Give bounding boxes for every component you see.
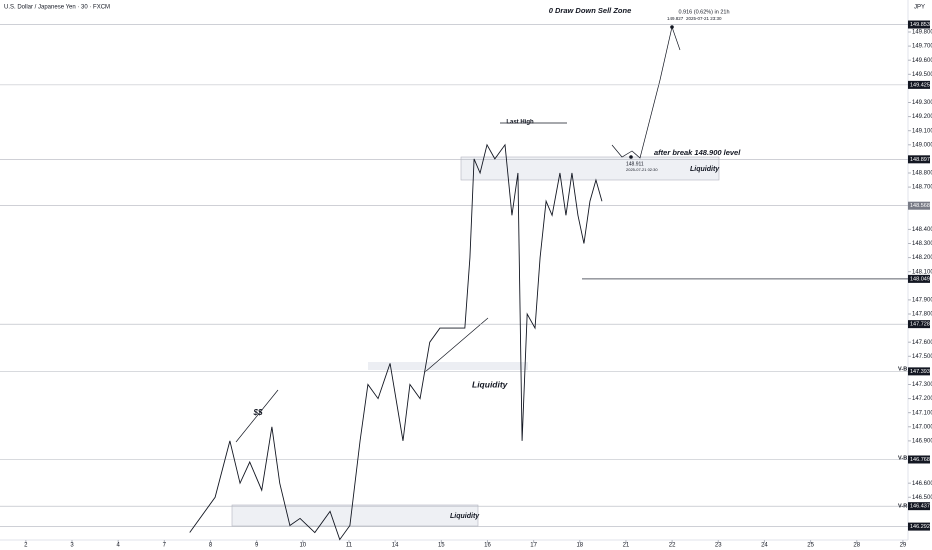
y-tick-label: 147.500 xyxy=(912,354,932,360)
level-label-bg xyxy=(908,155,930,164)
y-tick-label: 147.600 xyxy=(912,340,932,346)
y-tick-label: 147.800 xyxy=(912,312,932,318)
y-tick-label: 149.200 xyxy=(912,114,932,120)
x-tick-label: 25 xyxy=(807,543,814,549)
y-tick-label: 149.300 xyxy=(912,100,932,106)
x-tick-label: 22 xyxy=(669,543,676,549)
level-label: 147.393 xyxy=(910,369,930,375)
level-label: 147.728 xyxy=(910,322,930,328)
x-tick-label: 4 xyxy=(117,543,121,549)
y-tick-label: 149.500 xyxy=(912,72,932,78)
level-label: 146.292 xyxy=(910,524,930,530)
level-label: 148.568 xyxy=(910,203,930,209)
x-tick-label: 24 xyxy=(761,543,768,549)
level-label-bg xyxy=(908,522,930,531)
y-tick-label: 149.000 xyxy=(912,142,932,148)
trend-line xyxy=(235,389,279,443)
x-tick-label: 16 xyxy=(484,543,491,549)
liquidity-zone xyxy=(460,156,720,181)
x-tick-label: 7 xyxy=(163,543,167,549)
annotation: 2025-07-21 02:30 xyxy=(626,167,658,172)
currency: JPY xyxy=(914,5,925,11)
level-label-bg xyxy=(908,80,930,89)
y-tick-label: 147.100 xyxy=(912,410,932,416)
y-tick-label: 147.900 xyxy=(912,297,932,303)
annotation: Liquidity xyxy=(690,166,720,173)
liquidity-zone xyxy=(231,504,479,527)
level-label-bg xyxy=(908,201,930,210)
level-label-bg xyxy=(908,367,930,376)
x-tick-label: 2 xyxy=(24,543,28,549)
level-label: 149.853 xyxy=(910,22,930,28)
y-tick-label: 148.800 xyxy=(912,171,932,177)
level-label-bg xyxy=(908,320,930,329)
annotation: V-R xyxy=(898,503,907,509)
annotation: 0 Draw Down Sell Zone xyxy=(549,6,632,15)
y-tick-label: 148.700 xyxy=(912,185,932,191)
level-label: 148.049 xyxy=(910,276,930,282)
x-tick-label: 17 xyxy=(530,543,537,549)
annotation: 148.911 xyxy=(626,161,644,167)
projection-point xyxy=(670,25,674,29)
level-label: 146.768 xyxy=(910,457,930,463)
annotation: V-B xyxy=(898,455,907,461)
y-tick-label: 148.200 xyxy=(912,255,932,261)
level-label: 148.897 xyxy=(910,157,930,163)
y-tick-label: 148.400 xyxy=(912,227,932,233)
level-label: 146.437 xyxy=(910,504,930,510)
level-label-bg xyxy=(908,455,930,464)
y-tick-label: 149.100 xyxy=(912,128,932,134)
level-label-bg xyxy=(908,20,930,29)
x-tick-label: 21 xyxy=(623,543,630,549)
y-tick-label: 146.500 xyxy=(912,495,932,501)
x-tick-label: 11 xyxy=(346,543,353,549)
x-tick-label: 23 xyxy=(715,543,722,549)
level-label-bg xyxy=(908,502,930,511)
x-tick-label: 8 xyxy=(209,543,213,549)
x-tick-label: 18 xyxy=(576,543,583,549)
projection-point xyxy=(629,155,633,159)
y-tick-label: 147.000 xyxy=(912,424,932,430)
x-tick-label: 29 xyxy=(900,543,907,549)
y-tick-label: 147.200 xyxy=(912,396,932,402)
y-tick-label: 149.700 xyxy=(912,44,932,50)
symbol-title: U.S. Dollar / Japanese Yen · 30 · FXCM xyxy=(4,5,110,11)
y-tick-label: 146.600 xyxy=(912,481,932,487)
y-tick-label: 149.800 xyxy=(912,30,932,36)
x-tick-label: 9 xyxy=(255,543,259,549)
y-tick-label: 148.300 xyxy=(912,241,932,247)
x-tick-label: 15 xyxy=(438,543,445,549)
annotation: after break 148.900 level xyxy=(654,148,741,157)
annotation: Liquidity xyxy=(472,379,509,389)
x-tick-label: 3 xyxy=(70,543,74,549)
annotation: Liquidity xyxy=(450,513,480,520)
y-tick-label: 149.600 xyxy=(912,58,932,64)
y-tick-label: 146.900 xyxy=(912,438,932,444)
x-tick-label: 10 xyxy=(299,543,306,549)
level-label: 149.425 xyxy=(910,82,930,88)
annotation: 0.916 (0.62%) in 21h xyxy=(678,9,729,15)
x-tick-label: 28 xyxy=(853,543,860,549)
price-line xyxy=(189,143,603,541)
annotation: 149.827 xyxy=(667,16,684,21)
annotation: 2025-07-21 23:30 xyxy=(686,16,722,21)
annotation: V-B xyxy=(898,366,907,372)
y-tick-label: 148.100 xyxy=(912,269,932,275)
trend-line xyxy=(424,317,489,373)
annotation: $$ xyxy=(253,408,263,417)
x-tick-label: 14 xyxy=(392,543,399,549)
annotation: Last High xyxy=(506,120,534,126)
y-tick-label: 147.300 xyxy=(912,382,932,388)
level-label-bg xyxy=(908,274,930,283)
liquidity-zone xyxy=(368,362,528,370)
